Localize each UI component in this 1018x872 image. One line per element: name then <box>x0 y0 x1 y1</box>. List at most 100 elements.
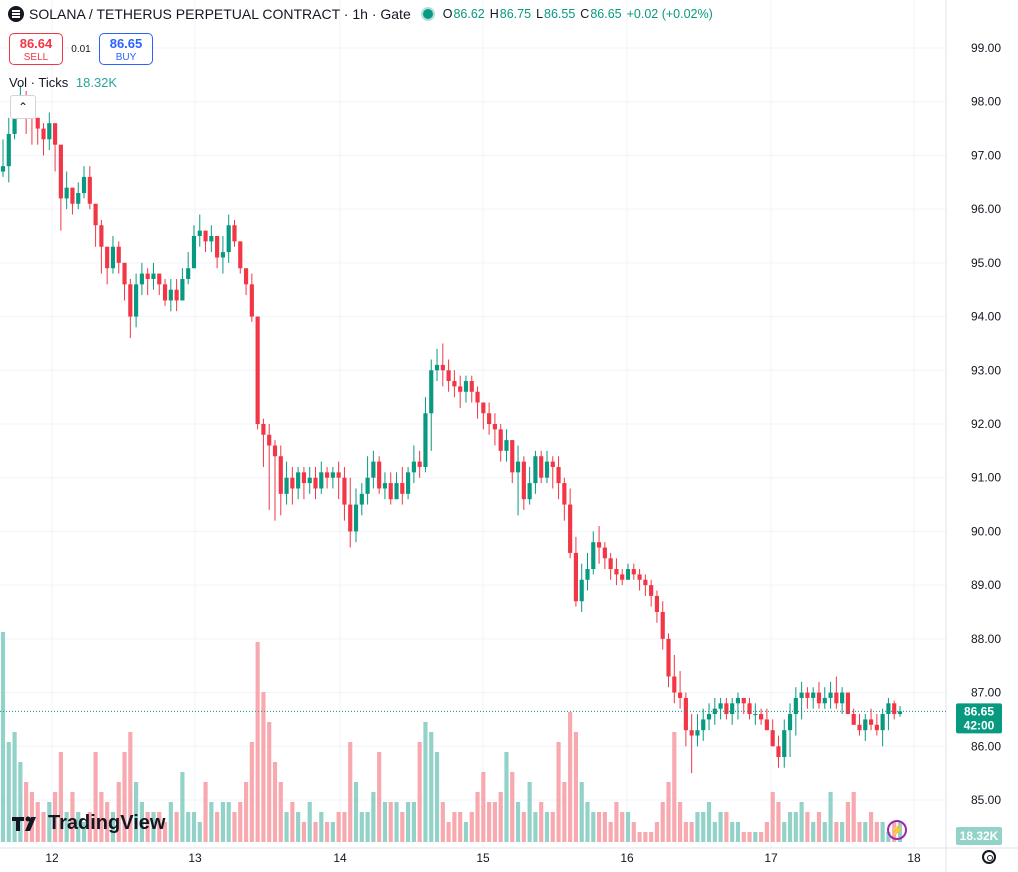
candle-body <box>313 477 318 489</box>
ohlc-high: H86.75 <box>489 7 532 21</box>
candle-body <box>730 703 735 715</box>
volume-bar <box>573 732 579 842</box>
candle-body <box>139 273 144 285</box>
volume-bar <box>868 812 874 842</box>
candle-body <box>238 241 243 269</box>
gear-icon[interactable] <box>982 850 996 864</box>
volume-bar <box>406 802 411 842</box>
volume-bar <box>197 822 202 842</box>
price-tick-label: 98.00 <box>971 95 1001 109</box>
candle-body <box>880 714 885 731</box>
volume-bar <box>649 832 654 842</box>
volume-bar <box>834 822 839 842</box>
volume-bar <box>487 802 492 842</box>
volume-bar <box>296 812 301 842</box>
candle-body <box>602 547 607 559</box>
volume-bar <box>701 812 706 842</box>
candle-body <box>643 579 648 586</box>
volume-bar <box>793 812 798 842</box>
volume-bar <box>400 812 405 842</box>
volume-bar <box>348 742 353 842</box>
candle-body <box>463 381 469 392</box>
candle-body <box>64 187 69 199</box>
candle-body <box>6 133 11 167</box>
volume-bar <box>417 742 422 842</box>
volume-bar <box>139 802 144 842</box>
candle-body <box>683 697 688 731</box>
price-axis-badges: 86.65 42:00 18.32K <box>956 703 1002 845</box>
volume-bar <box>157 812 162 842</box>
candle-body <box>330 472 335 478</box>
volume-bar <box>689 822 694 842</box>
candle-body <box>134 284 139 317</box>
volume-bar <box>301 822 307 842</box>
volume-bar <box>498 792 503 842</box>
candle-body <box>215 236 220 258</box>
volume-bar <box>12 732 17 842</box>
candle-body <box>678 692 683 698</box>
price-tick-label: 86.00 <box>971 739 1001 753</box>
candle-body <box>35 117 40 129</box>
volume-legend-value: 18.32K <box>75 75 118 90</box>
volume-bar <box>625 812 631 842</box>
volume-bar <box>70 792 75 842</box>
volume-bar <box>886 832 891 842</box>
volume-bar <box>481 772 486 842</box>
time-axis[interactable]: 12 13 14 15 16 17 18 <box>45 851 921 865</box>
volume-bar <box>18 762 23 842</box>
candle-body <box>851 714 856 725</box>
lightning-icon[interactable]: ⚡ <box>887 820 907 840</box>
volume-bar <box>510 772 515 842</box>
volume-legend[interactable]: Vol · Ticks 18.32K <box>9 75 117 90</box>
candlesticks <box>0 85 903 774</box>
buy-button[interactable]: 86.65 BUY <box>99 33 153 65</box>
candle-body <box>492 424 497 430</box>
volume-bar <box>290 802 295 842</box>
candle-body <box>180 278 185 301</box>
price-axis[interactable]: 99.00 98.00 97.00 96.00 95.00 94.00 93.00 92.00… <box>971 41 1001 807</box>
candle-body <box>695 730 700 736</box>
sell-button[interactable]: 86.64 SELL <box>9 33 63 65</box>
candle-body <box>388 483 393 500</box>
candle-body <box>365 477 370 494</box>
volume-bar <box>458 812 463 842</box>
volume-bar <box>105 802 110 842</box>
candle-body <box>87 176 92 204</box>
volume-bar <box>851 792 856 842</box>
volume-bar <box>463 822 469 842</box>
candle-body <box>243 268 249 285</box>
tradingview-logo[interactable]: TradingView <box>12 812 165 835</box>
candle-body <box>787 714 793 731</box>
candle-body <box>249 284 254 317</box>
volume-bar <box>735 822 741 842</box>
volume-bar <box>724 812 729 842</box>
volume-bar <box>840 822 845 842</box>
candle-body <box>12 107 17 134</box>
volume-bar <box>76 812 81 842</box>
market-open-dot-icon <box>420 7 435 21</box>
volume-bar <box>313 822 318 842</box>
chart-title[interactable]: SOLANA / TETHERUS PERPETUAL CONTRACT · 1… <box>29 6 411 22</box>
candle-body <box>562 483 567 505</box>
candle-body <box>267 434 272 446</box>
candle-body <box>359 493 364 505</box>
volume-bar <box>596 812 602 842</box>
collapse-legend-button[interactable]: ⌃ <box>10 95 36 119</box>
volume-bar <box>759 832 764 842</box>
volume-bar <box>319 812 324 842</box>
volume-bar <box>515 802 521 842</box>
candle-body <box>805 692 810 698</box>
candle-body <box>510 440 515 473</box>
candle-body <box>209 236 214 242</box>
candle-body <box>434 364 440 371</box>
volume-bar <box>168 802 173 842</box>
price-tick-label: 90.00 <box>971 524 1001 538</box>
volume-bar <box>568 712 573 842</box>
ohlc-low: L86.55 <box>536 7 576 21</box>
volume-bar <box>643 832 648 842</box>
volume-bar <box>58 752 63 842</box>
volume-bar <box>24 782 29 842</box>
candle-body <box>116 246 121 263</box>
